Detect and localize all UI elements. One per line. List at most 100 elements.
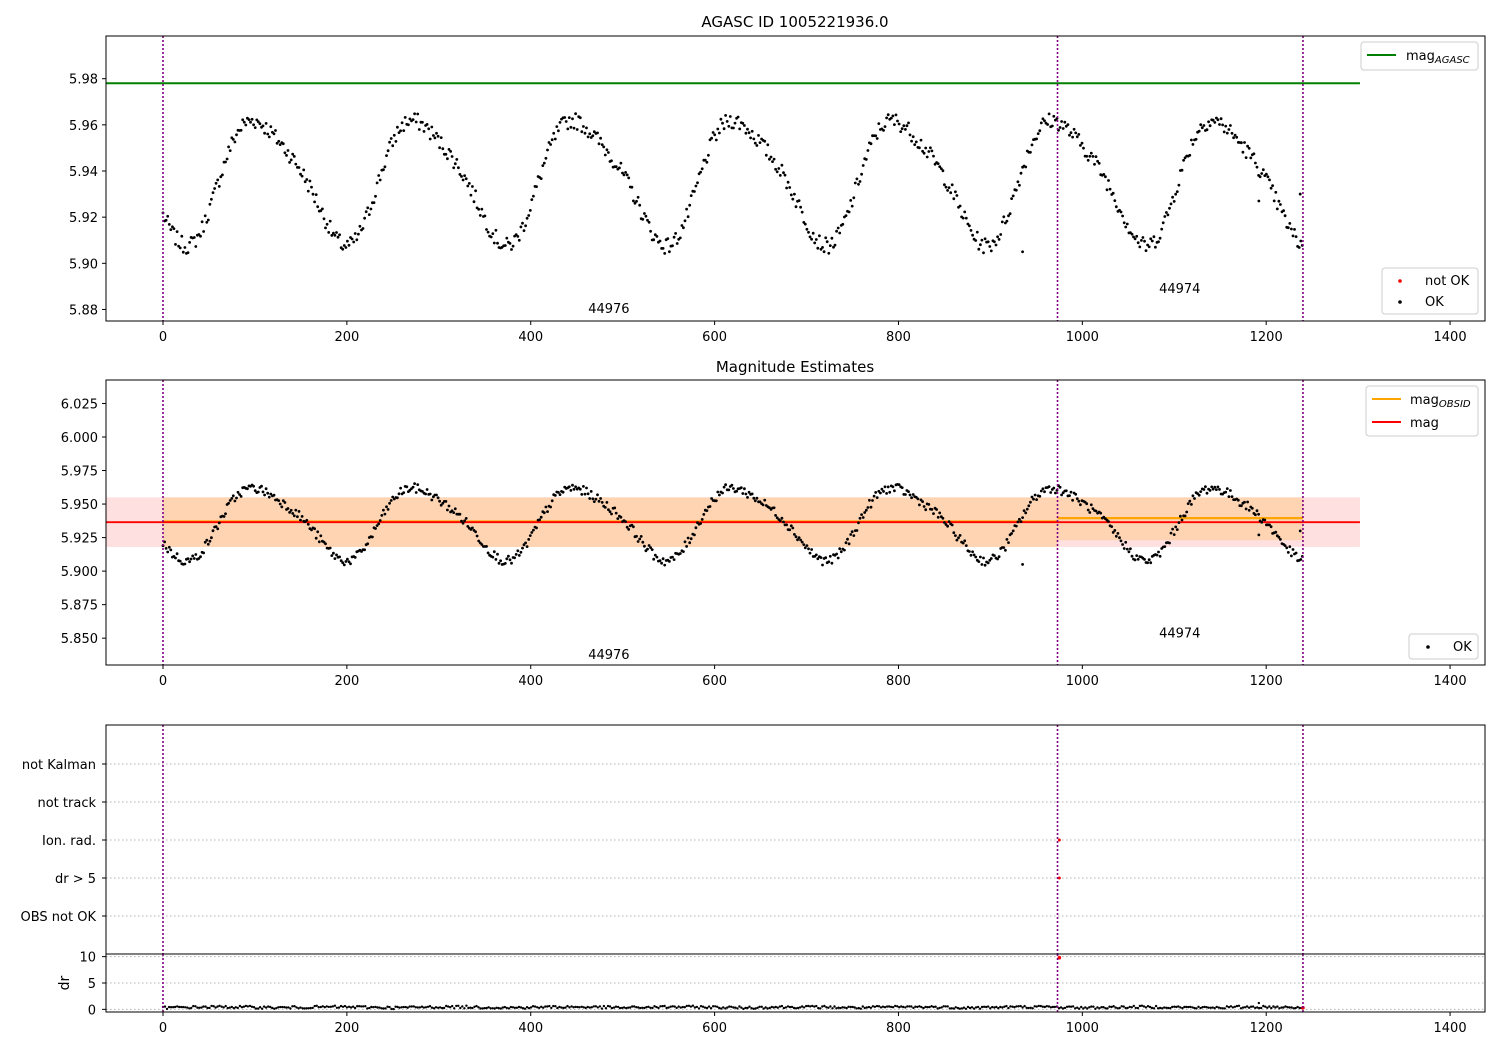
data-point bbox=[747, 131, 751, 135]
dr-point bbox=[766, 1007, 769, 1010]
dr-point bbox=[924, 1005, 927, 1009]
dr-point bbox=[940, 1006, 943, 1009]
data-point bbox=[954, 534, 957, 537]
dr-point bbox=[473, 1005, 476, 1008]
data-point bbox=[464, 177, 468, 181]
dr-point bbox=[283, 1006, 286, 1009]
data-point bbox=[799, 538, 802, 542]
data-point bbox=[1094, 155, 1098, 159]
data-point bbox=[467, 182, 471, 185]
dr-point bbox=[968, 1006, 972, 1010]
data-point bbox=[1271, 184, 1274, 188]
dr-point bbox=[220, 1005, 223, 1008]
dr-point bbox=[380, 1007, 383, 1010]
data-point bbox=[332, 231, 335, 235]
data-point bbox=[1125, 222, 1129, 226]
data-point bbox=[646, 547, 649, 551]
data-point bbox=[688, 203, 692, 207]
dr-point bbox=[364, 1005, 367, 1008]
data-point bbox=[1291, 548, 1295, 551]
y-tick-label: 5.88 bbox=[69, 303, 98, 318]
dr-point bbox=[323, 1006, 326, 1009]
dr-point bbox=[691, 1004, 695, 1007]
data-point bbox=[1074, 492, 1078, 496]
dr-point bbox=[347, 1005, 351, 1008]
panel-magnitude-estimates: Magnitude Estimates 0 200 400 600 800 1000 120… bbox=[61, 358, 1486, 689]
data-point bbox=[477, 207, 481, 211]
dr-point bbox=[657, 1006, 660, 1010]
data-point bbox=[969, 229, 973, 232]
data-point bbox=[1113, 529, 1117, 532]
dr-point bbox=[1144, 1006, 1148, 1009]
data-point bbox=[999, 233, 1003, 236]
data-point bbox=[1146, 243, 1149, 247]
data-point bbox=[932, 154, 935, 158]
data-point bbox=[830, 236, 834, 240]
data-point bbox=[996, 557, 999, 561]
data-point bbox=[983, 237, 987, 241]
dr-point bbox=[566, 1004, 569, 1008]
data-point bbox=[1071, 135, 1074, 139]
data-point bbox=[319, 534, 323, 538]
data-point bbox=[661, 247, 665, 250]
data-point bbox=[777, 167, 781, 170]
dr-point bbox=[900, 1005, 903, 1008]
data-point bbox=[1000, 220, 1004, 224]
dr-point bbox=[1074, 1007, 1077, 1010]
dr-point bbox=[477, 1006, 480, 1009]
x-tick-label: 800 bbox=[886, 1021, 911, 1036]
dr-point bbox=[558, 1005, 561, 1009]
dr-point bbox=[845, 1006, 848, 1010]
dr-point bbox=[489, 1007, 492, 1010]
data-point bbox=[853, 181, 857, 185]
dr-point bbox=[1284, 1005, 1287, 1008]
data-point bbox=[311, 192, 315, 196]
data-point bbox=[347, 243, 351, 247]
data-point bbox=[192, 557, 196, 560]
data-point bbox=[963, 210, 967, 214]
dr-point bbox=[645, 1006, 648, 1009]
data-point bbox=[383, 165, 387, 169]
data-point bbox=[849, 533, 853, 536]
data-point bbox=[413, 482, 416, 485]
data-point bbox=[324, 226, 327, 230]
dr-point bbox=[1102, 1006, 1105, 1009]
dr-point bbox=[881, 1005, 885, 1008]
data-point bbox=[377, 174, 381, 177]
dr-point bbox=[606, 1004, 610, 1008]
data-point bbox=[558, 121, 562, 124]
dr-point bbox=[465, 1004, 468, 1007]
dr-point bbox=[847, 1005, 850, 1008]
dr-point bbox=[758, 1005, 761, 1008]
data-point bbox=[763, 139, 767, 143]
data-point bbox=[322, 217, 326, 221]
dr-point bbox=[260, 1007, 264, 1010]
data-point bbox=[169, 228, 173, 232]
data-point bbox=[1058, 126, 1062, 129]
data-point bbox=[1054, 491, 1057, 495]
dr-point bbox=[343, 1004, 347, 1008]
dr-point bbox=[258, 1006, 262, 1009]
dr-point bbox=[1171, 1005, 1174, 1009]
data-point bbox=[1283, 544, 1287, 547]
dr-point bbox=[1247, 1006, 1251, 1009]
dr-point bbox=[580, 1005, 583, 1008]
data-point bbox=[186, 251, 190, 255]
data-point bbox=[893, 123, 896, 126]
dr-point bbox=[216, 1005, 219, 1008]
dr-point bbox=[857, 1006, 860, 1010]
data-point bbox=[261, 124, 265, 128]
data-point bbox=[621, 171, 624, 175]
data-point bbox=[974, 555, 978, 559]
data-point bbox=[1177, 521, 1181, 524]
data-point bbox=[510, 248, 513, 251]
dr-point bbox=[1203, 1005, 1206, 1009]
data-point bbox=[900, 486, 904, 489]
data-point bbox=[480, 543, 484, 546]
data-point bbox=[874, 134, 878, 138]
dr-point bbox=[1217, 1006, 1221, 1009]
dr-point bbox=[740, 1006, 743, 1009]
data-point bbox=[480, 207, 484, 211]
data-point bbox=[1097, 161, 1101, 165]
data-point bbox=[1230, 495, 1234, 498]
